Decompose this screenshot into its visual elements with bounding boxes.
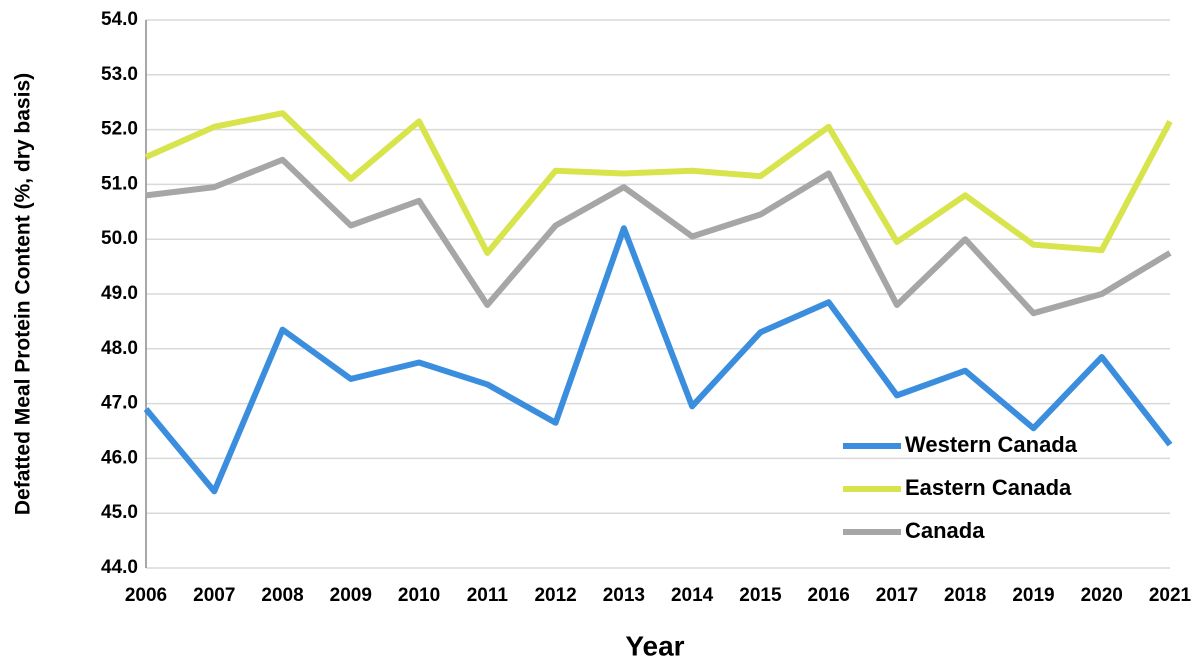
data-line xyxy=(143,225,1173,495)
x-tick-label: 2006 xyxy=(125,585,167,606)
x-tick-label: 2013 xyxy=(603,585,645,606)
y-tick-label: 45.0 xyxy=(101,502,138,523)
x-tick-label: 2018 xyxy=(944,585,986,606)
x-axis-label: Year xyxy=(625,630,684,661)
y-tick-label: 46.0 xyxy=(101,447,138,468)
y-tick-label: 51.0 xyxy=(101,173,138,194)
x-tick-label: 2017 xyxy=(876,585,918,606)
x-tick-label: 2020 xyxy=(1081,585,1123,606)
x-tick-label: 2010 xyxy=(398,585,440,606)
x-tick-label: 2012 xyxy=(534,585,576,606)
legend-label: Canada xyxy=(905,518,985,543)
y-tick-label: 53.0 xyxy=(101,64,138,85)
x-tick-label: 2019 xyxy=(1012,585,1054,606)
data-line xyxy=(144,110,1173,256)
y-tick-label: 47.0 xyxy=(101,393,138,414)
x-tick-label: 2009 xyxy=(330,585,372,606)
y-tick-label: 49.0 xyxy=(101,283,138,304)
data-line xyxy=(145,156,1172,317)
y-tick-label: 54.0 xyxy=(101,9,138,30)
y-tick-label: 48.0 xyxy=(101,338,138,359)
x-tick-label: 2021 xyxy=(1149,585,1192,606)
y-axis-label: Defatted Meal Protein Content (%, dry ba… xyxy=(12,73,35,515)
x-tick-label: 2016 xyxy=(808,585,850,606)
x-tick-label: 2008 xyxy=(261,585,303,606)
x-tick-label: 2007 xyxy=(193,585,235,606)
y-tick-label: 50.0 xyxy=(101,228,138,249)
y-tick-label: 52.0 xyxy=(101,119,138,140)
legend-label: Eastern Canada xyxy=(905,475,1072,500)
x-tick-label: 2011 xyxy=(467,585,509,606)
y-tick-label: 44.0 xyxy=(101,557,138,578)
x-tick-label: 2015 xyxy=(739,585,782,606)
x-tick-label: 2014 xyxy=(671,585,714,606)
legend-label: Western Canada xyxy=(905,432,1078,457)
